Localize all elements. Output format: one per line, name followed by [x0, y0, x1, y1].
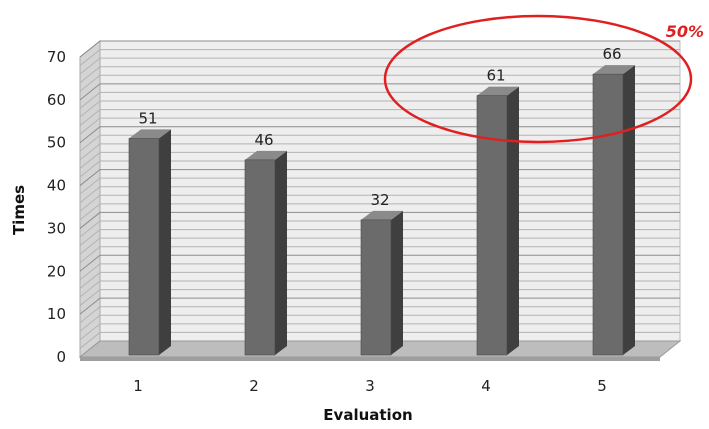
bar-top	[477, 86, 519, 96]
data-label: 61	[486, 67, 505, 85]
bar-front	[476, 95, 508, 356]
x-axis-ticks: 1 2 3 4 5	[133, 377, 607, 395]
bar-front	[128, 138, 160, 356]
bar	[592, 65, 635, 356]
gridline	[79, 83, 680, 101]
x-tick-label: 2	[249, 377, 259, 395]
gridline	[79, 49, 680, 66]
y-tick-label: 70	[47, 48, 66, 66]
bar-front	[360, 219, 392, 356]
bar-side	[391, 210, 403, 355]
x-tick-label: 5	[597, 377, 607, 395]
bar-top	[361, 210, 403, 220]
data-labels: 51 46 32 61 66	[138, 45, 621, 209]
bar-side	[623, 65, 635, 356]
y-axis-title: Times	[10, 185, 28, 235]
floor-edge	[80, 357, 660, 361]
data-label: 51	[138, 109, 157, 127]
bar-side	[275, 150, 287, 355]
annotation-percent: 50%	[666, 22, 704, 41]
y-axis-ticks: 0 10 20 30 40 50 60 70	[47, 48, 66, 366]
bar	[360, 210, 403, 356]
y-tick-label: 40	[47, 177, 66, 195]
bar-side	[507, 86, 519, 356]
y-tick-label: 50	[47, 134, 66, 152]
x-tick-label: 4	[481, 377, 491, 395]
highlight-ellipse	[383, 14, 693, 144]
y-tick-label: 0	[56, 348, 66, 366]
gridline	[79, 66, 680, 84]
bar	[476, 86, 519, 356]
x-axis-title: Evaluation	[323, 406, 412, 424]
bar-top	[593, 65, 635, 75]
x-tick-label: 1	[133, 377, 143, 395]
y-tick-label: 30	[47, 219, 66, 237]
gridline	[79, 40, 680, 58]
gridline	[79, 74, 680, 92]
data-label: 32	[370, 191, 389, 209]
gridline	[79, 57, 680, 75]
y-tick-label: 20	[47, 262, 66, 280]
bar	[128, 129, 171, 356]
bar-top	[129, 129, 171, 139]
x-tick-label: 3	[365, 377, 375, 395]
bar-side	[159, 129, 171, 355]
data-label: 66	[602, 45, 621, 63]
bar-front	[244, 159, 276, 356]
y-tick-label: 60	[47, 91, 66, 109]
bar	[244, 150, 287, 356]
bar-top	[245, 150, 287, 160]
bar-front	[592, 73, 624, 356]
data-label: 46	[254, 131, 273, 149]
y-tick-label: 10	[47, 305, 66, 323]
